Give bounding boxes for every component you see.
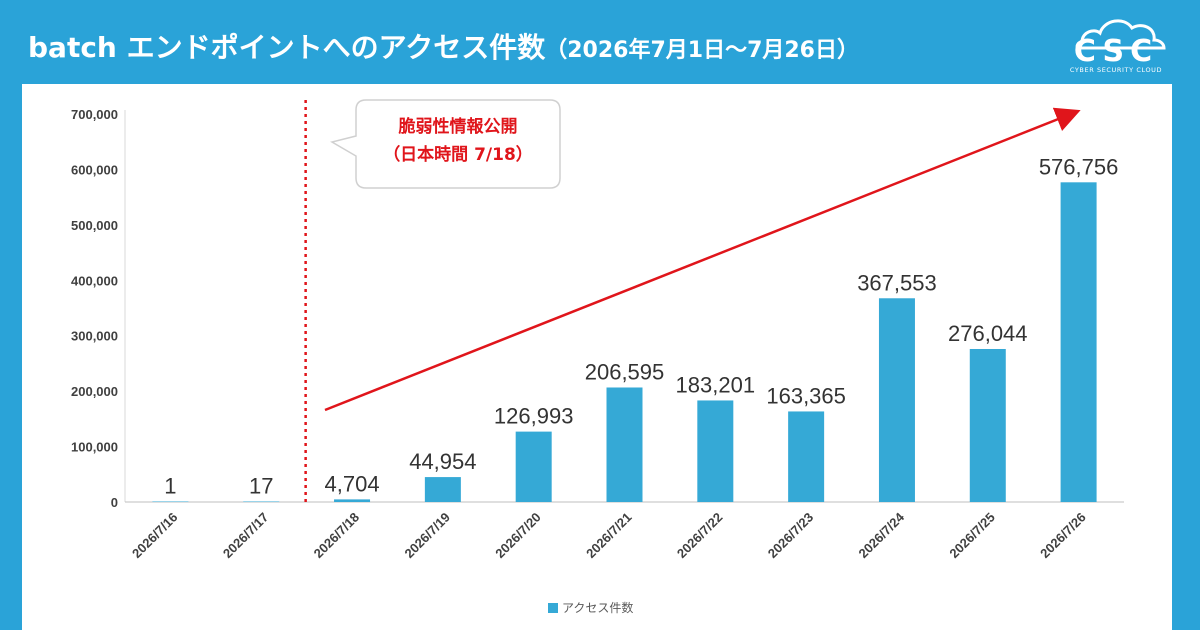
bar (515, 431, 552, 502)
bar (424, 477, 461, 502)
logo-subtitle: CYBER SECURITY CLOUD (1069, 66, 1163, 74)
y-tick-label: 300,000 (71, 329, 118, 344)
x-tick-label: 2026/7/17 (220, 510, 272, 562)
data-label: 576,756 (1039, 154, 1119, 179)
bar (152, 501, 189, 502)
chart-title: batch エンドポイントへのアクセス件数（2026年7月1日～7月26日） (28, 26, 859, 66)
y-tick-label: 100,000 (71, 440, 118, 455)
x-tick-label: 2026/7/23 (765, 510, 817, 562)
x-tick-label: 2026/7/25 (946, 510, 998, 562)
cloud-icon (1075, 19, 1166, 50)
data-label: 276,044 (948, 321, 1028, 346)
x-tick-label: 2026/7/24 (856, 509, 908, 561)
bar (969, 348, 1006, 502)
bar (878, 298, 915, 502)
x-tick-label: 2026/7/21 (583, 510, 635, 562)
x-tick-label: 2026/7/22 (674, 510, 726, 562)
title-period: （2026年7月1日～7月26日） (545, 38, 859, 63)
data-label: 1 (164, 474, 176, 499)
data-label: 183,201 (676, 372, 756, 397)
bar (697, 400, 734, 502)
bar-chart: 0 100,000 200,000 300,000 400,000 500,000 600,… (71, 99, 1124, 615)
trend-arrow (324, 107, 1081, 412)
callout-line2: （日本時間 7/18） (383, 144, 533, 165)
legend-label: アクセス件数 (562, 600, 633, 615)
bar (788, 411, 825, 502)
y-tick-label: 400,000 (71, 273, 118, 288)
callout-bubble (330, 99, 561, 189)
y-tick-label: 600,000 (71, 162, 118, 177)
chart-panel: 0 100,000 200,000 300,000 400,000 500,000 600,… (22, 84, 1172, 630)
x-tick-label: 2026/7/20 (492, 510, 544, 562)
data-label: 163,365 (766, 383, 846, 408)
callout-line1: 脆弱性情報公開 (398, 116, 518, 137)
x-tick-label: 2026/7/16 (129, 510, 181, 562)
data-label: 206,595 (585, 359, 665, 384)
x-tick-label: 2026/7/18 (311, 510, 363, 562)
csc-logo: CSC CYBER SECURITY CLOUD (1060, 6, 1172, 78)
y-tick-label: 0 (111, 495, 118, 510)
y-tick-label: 200,000 (71, 384, 118, 399)
logo-text: CSC (1073, 34, 1159, 69)
x-tick-label: 2026/7/26 (1037, 510, 1089, 562)
data-label: 44,954 (409, 449, 476, 474)
bar (243, 501, 280, 502)
bar (334, 499, 371, 502)
y-tick-label: 500,000 (71, 218, 118, 233)
data-label: 126,993 (494, 404, 574, 429)
y-tick-label: 700,000 (71, 107, 118, 122)
title-main: batch エンドポイントへのアクセス件数 (28, 31, 546, 64)
data-label: 17 (249, 474, 273, 499)
data-label: 4,704 (325, 471, 380, 496)
data-label: 367,553 (857, 270, 937, 295)
bar (1060, 182, 1097, 502)
bar (606, 387, 643, 502)
x-tick-label: 2026/7/19 (401, 510, 453, 562)
legend-swatch (548, 603, 558, 613)
